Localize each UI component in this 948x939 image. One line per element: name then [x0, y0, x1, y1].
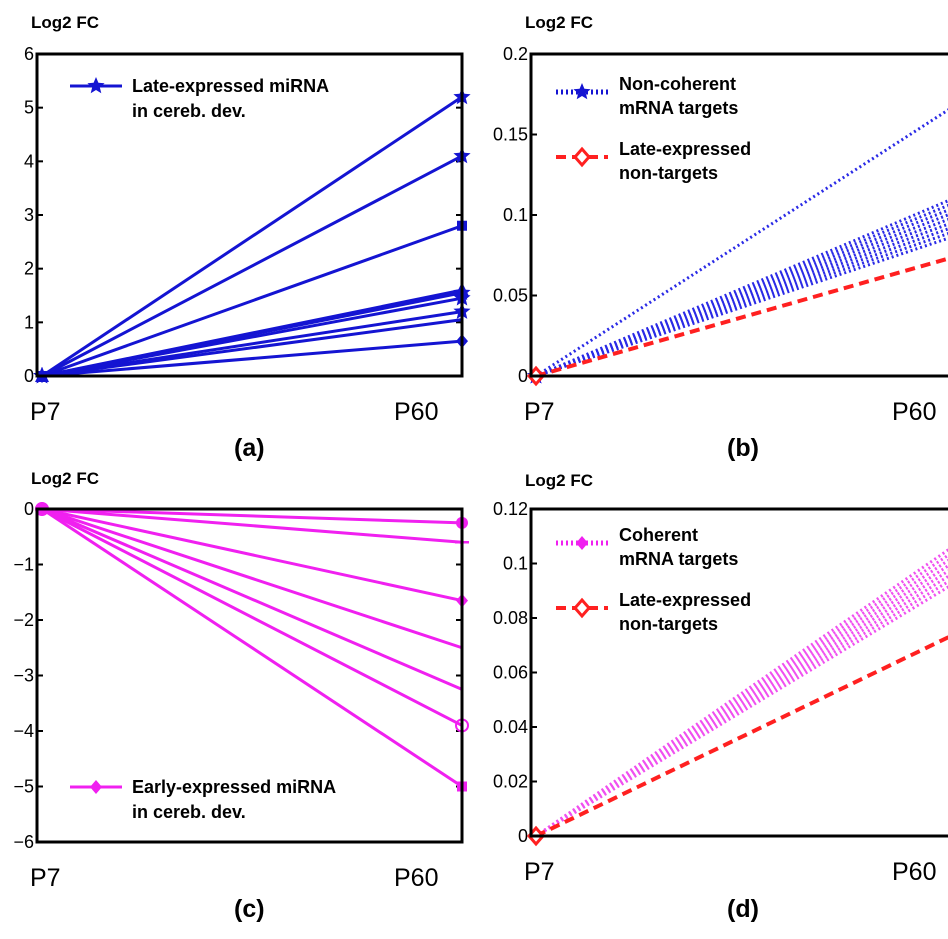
legend-swatch-marker	[573, 146, 591, 168]
y-tick-label: 0	[24, 499, 34, 519]
legend-label: in cereb. dev.	[132, 802, 246, 822]
y-tick-label: −2	[13, 610, 34, 630]
y-tick-label: 3	[24, 205, 34, 225]
series-line	[41, 154, 463, 378]
legend-label: mRNA targets	[619, 549, 738, 569]
legend-swatch-marker	[87, 77, 105, 94]
y-tick-label: −5	[13, 777, 34, 797]
series-line	[535, 108, 948, 378]
legend: Coherent mRNA targets Late-expressed non-ta…	[556, 525, 751, 634]
plot-area	[531, 509, 948, 836]
axes-frame	[35, 52, 464, 378]
y-axis-label: Log2 FC	[31, 469, 99, 488]
series-line	[41, 296, 463, 378]
x-tick-label: P60	[892, 858, 936, 886]
y-tick-label: 4	[24, 151, 34, 171]
y-tick-label: −1	[13, 555, 34, 575]
y-tick-label: 0.2	[503, 44, 528, 64]
series-line	[41, 507, 463, 727]
chart-panel-b: 0 0.05 0.1 0.15 0.2 P7 P60 Log2 FC (b) Non-cohere…	[493, 13, 948, 462]
series-line	[41, 507, 463, 650]
axes-frame	[35, 507, 464, 844]
panel-label: (c)	[234, 895, 265, 923]
x-tick-label: P7	[524, 398, 555, 426]
series-line	[535, 580, 948, 838]
series-8	[41, 318, 463, 378]
panel-label: (d)	[727, 895, 759, 923]
y-tick-label: 0.08	[493, 608, 528, 628]
series-line	[41, 339, 463, 378]
x-tick-label: P60	[394, 398, 438, 426]
legend-label: Late-expressed	[619, 139, 751, 159]
legend-label: Coherent	[619, 525, 698, 545]
legend: Non-coherent mRNA targets Late-expressed no…	[556, 74, 751, 183]
axes-frame	[529, 507, 948, 838]
legend-label: Late-expressed	[619, 590, 751, 610]
y-tick-label: 0.06	[493, 663, 528, 683]
y-tick-label: 0.02	[493, 772, 528, 792]
y-tick-label: 0.15	[493, 125, 528, 145]
x-tick-label: P60	[394, 864, 438, 892]
series-line	[41, 507, 463, 603]
y-tick-label: −4	[13, 721, 34, 741]
y-tick-label: 0.12	[493, 499, 528, 519]
panel-label: (a)	[234, 434, 265, 462]
legend-label: in cereb. dev.	[132, 101, 246, 121]
legend-label: non-targets	[619, 163, 718, 183]
legend-label: Non-coherent	[619, 74, 736, 94]
legend-label: mRNA targets	[619, 98, 738, 118]
plot-area	[531, 54, 948, 376]
legend-label: Early-expressed miRNA	[132, 777, 336, 797]
legend-label: non-targets	[619, 614, 718, 634]
y-tick-label: 0.1	[503, 554, 528, 574]
series-line	[41, 507, 463, 788]
legend-label: Late-expressed miRNA	[132, 76, 329, 96]
y-tick-label: 0.05	[493, 286, 528, 306]
x-tick-label: P60	[892, 398, 936, 426]
series-4	[41, 507, 463, 650]
legend: Late-expressed miRNA in cereb. dev.	[70, 76, 329, 121]
y-tick-label: 0	[518, 826, 528, 846]
series-line	[41, 224, 463, 378]
y-tick-label: −6	[13, 832, 34, 852]
axes-frame	[529, 52, 948, 378]
y-tick-label: 2	[24, 259, 34, 279]
y-tick-label: 5	[24, 98, 34, 118]
y-tick-label: 0	[518, 366, 528, 386]
y-tick-label: 6	[24, 44, 34, 64]
legend-swatch-marker	[90, 780, 102, 794]
y-tick-label: −3	[13, 666, 34, 686]
chart-panel-c: 0 −1 −2 −3 −4 −5 −6 P7 P60 Log2 FC (c) Early-expres…	[13, 469, 469, 923]
x-tick-label: P7	[30, 864, 61, 892]
y-tick-label: 0.04	[493, 717, 528, 737]
y-axis-label: Log2 FC	[31, 13, 99, 32]
series-line	[535, 256, 948, 378]
y-tick-label: 0.1	[503, 205, 528, 225]
chart-panel-d: 0 0.02 0.04 0.06 0.08 0.1 0.12 P7 P60 Log2 FC (d) C…	[493, 471, 948, 923]
series-5	[41, 507, 463, 691]
series-line	[41, 318, 463, 378]
series-line	[41, 507, 463, 544]
series-line	[535, 635, 948, 838]
chart-panel-a: 0 1 2 3 4 5 6 P7 P60 Log2 FC (a) Late-expressed miR…	[24, 13, 471, 462]
series-line	[41, 507, 463, 691]
series-line	[535, 569, 948, 838]
legend-swatch-marker	[576, 536, 588, 550]
series-line	[41, 95, 463, 378]
legend-swatch-marker	[573, 597, 591, 619]
y-tick-label: 0	[24, 366, 34, 386]
panel-label: (b)	[727, 434, 759, 462]
x-tick-label: P7	[30, 398, 61, 426]
series-line	[535, 574, 948, 838]
legend-swatch-marker	[573, 83, 591, 100]
y-axis-label: Log2 FC	[525, 13, 593, 32]
legend: Early-expressed miRNA in cereb. dev.	[70, 777, 336, 822]
x-tick-label: P7	[524, 858, 555, 886]
y-axis-label: Log2 FC	[525, 471, 593, 490]
y-tick-label: 1	[24, 312, 34, 332]
series-line	[41, 507, 463, 525]
